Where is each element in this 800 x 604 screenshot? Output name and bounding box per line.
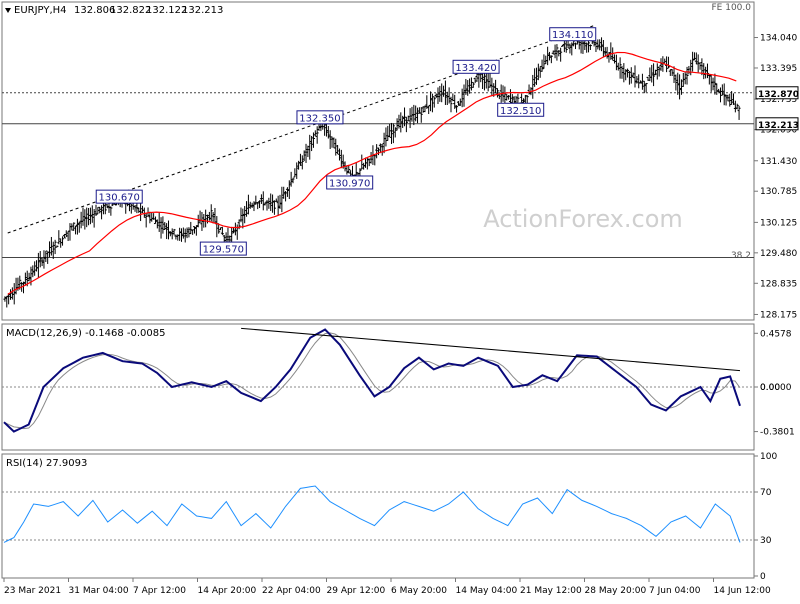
price-tag-label: 132.870	[758, 90, 799, 100]
y-tick-label: 130.125	[760, 218, 797, 228]
ma-line	[7, 51, 737, 295]
annotation-box	[497, 102, 545, 117]
macd-title: MACD(12,26,9) -0.1468 -0.0085	[6, 328, 166, 339]
y-tick-label: 128.175	[760, 310, 797, 320]
macd-main-line	[3, 328, 741, 433]
x-tick-label: 21 May 12:00	[520, 586, 582, 596]
annotation-label: 132.510	[500, 106, 541, 117]
annotation-box	[296, 110, 344, 125]
x-tick-label: 14 Apr 20:00	[198, 586, 257, 596]
ohlc-close: 132.213	[182, 5, 223, 16]
price-tag-label: 132.213	[758, 121, 799, 131]
annotation-label: 134.110	[552, 30, 593, 41]
macd-y-tick-label: -0.3801	[760, 428, 795, 438]
x-tick-label: 7 Apr 12:00	[133, 586, 186, 596]
macd-signal-line	[3, 332, 741, 430]
annotation-label: 130.670	[99, 193, 140, 204]
ohlc-high: 132.822	[110, 5, 151, 16]
rsi-y-tick-label: 70	[760, 488, 772, 498]
x-tick-label: 22 Apr 04:00	[262, 586, 321, 596]
y-tick-label: 133.395	[760, 64, 797, 74]
price-panel-frame	[1, 1, 755, 321]
macd-trendline	[241, 327, 741, 372]
symbol-label: EURJPY,H4	[14, 5, 67, 16]
macd-value-tag: 0.0000	[760, 383, 792, 393]
collapse-arrow-icon[interactable]	[5, 8, 11, 13]
annotation-box	[199, 241, 247, 256]
price-bars	[3, 32, 741, 308]
x-tick-label: 29 Apr 12:00	[327, 586, 386, 596]
x-tick-label: 14 Jun 12:00	[714, 586, 771, 596]
x-tick-label: 28 May 20:00	[585, 586, 647, 596]
x-tick-label: 31 Mar 04:00	[69, 586, 129, 596]
x-tick-label: 23 Mar 2021	[4, 586, 61, 596]
annotation-box	[326, 175, 374, 190]
x-tick-label: 14 May 04:00	[456, 586, 518, 596]
annotation-box	[452, 59, 500, 74]
rsi-title: RSI(14) 27.9093	[6, 458, 87, 469]
time-axis: 23 Mar 2021 31 Mar 04:00 7 Apr 12:00 14 Apr…	[3, 578, 771, 596]
annotation-box	[95, 189, 143, 204]
y-tick-label: 128.835	[760, 279, 797, 289]
y-tick-label: 132.735	[760, 95, 797, 105]
price-header: EURJPY,H4 132.806 132.822 132.122 132.21…	[5, 5, 223, 16]
y-tick-label: 132.090	[760, 126, 797, 136]
x-tick-label: 6 May 20:00	[391, 586, 447, 596]
rsi-y-tick-label: 30	[760, 536, 772, 546]
price-tag-box	[755, 86, 799, 100]
rsi-panel-frame	[1, 453, 755, 579]
fe-level-label: FE 100.0	[712, 3, 752, 13]
macd-panel: MACD(12,26,9) -0.1468 -0.0085 0.4578 0.00…	[1, 323, 795, 451]
y-tick-label: 129.480	[760, 249, 797, 259]
macd-y-tick-label: 0.4578	[760, 329, 792, 339]
macd-y-tick-label: 0.00	[760, 383, 780, 393]
annotation-label: 130.970	[329, 178, 370, 189]
rsi-y-tick-label: 0	[760, 572, 766, 582]
y-tick-label: 134.040	[760, 34, 797, 44]
ohlc-open: 132.806	[74, 5, 115, 16]
price-panel: ActionForex.com 130.670 129.570 132.350 130…	[1, 1, 799, 321]
fib-level-label: 38.2	[731, 251, 751, 261]
y-tick-label: 131.430	[760, 157, 797, 167]
rsi-y-tick-label: 100	[760, 452, 777, 462]
annotation-label: 133.420	[455, 63, 496, 74]
watermark: ActionForex.com	[483, 205, 683, 233]
annotation-label: 129.570	[203, 245, 244, 256]
price-tag-box	[755, 117, 799, 131]
rsi-panel: RSI(14) 27.9093 100 70 30 0	[1, 452, 777, 582]
y-tick-label: 130.785	[760, 187, 797, 197]
ohlc-low: 132.122	[146, 5, 187, 16]
rsi-line	[3, 485, 741, 543]
x-tick-label: 7 Jun 04:00	[649, 586, 701, 596]
annotation-label: 132.350	[299, 113, 340, 124]
annotation-box	[549, 27, 597, 42]
